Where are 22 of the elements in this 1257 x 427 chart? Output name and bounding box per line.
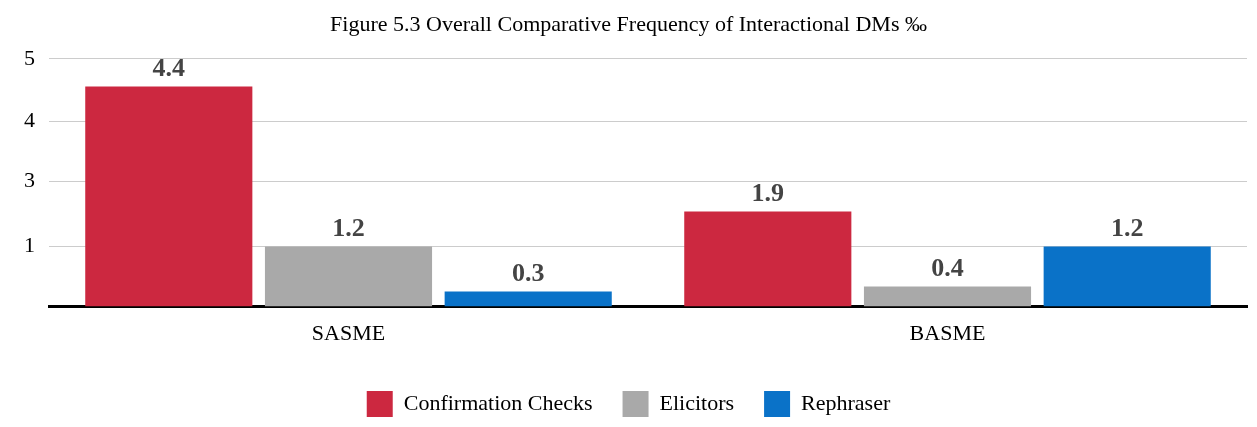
legend-label: Confirmation Checks bbox=[403, 389, 593, 415]
legend-label: Rephraser bbox=[801, 389, 891, 415]
data-label: 0.3 bbox=[511, 258, 545, 288]
bar bbox=[444, 291, 612, 307]
bar bbox=[85, 86, 253, 307]
data-label: 1.2 bbox=[1110, 213, 1144, 243]
x-tick-label: SASME bbox=[311, 319, 386, 345]
data-label: 1.9 bbox=[751, 178, 785, 208]
y-tick-label: 3 bbox=[24, 167, 35, 193]
y-tick-label: 4 bbox=[24, 107, 35, 133]
bar bbox=[684, 211, 852, 307]
legend-label: Elicitors bbox=[659, 389, 735, 415]
bar bbox=[1043, 246, 1211, 307]
data-label: 1.2 bbox=[332, 213, 365, 243]
data-label: 4.4 bbox=[152, 53, 186, 83]
x-tick-label: BASME bbox=[909, 319, 986, 345]
y-tick-label: 1 bbox=[24, 232, 35, 258]
data-label: 0.4 bbox=[931, 253, 964, 283]
y-tick-label: 5 bbox=[24, 44, 35, 70]
chart-title: Figure 5.3 Overall Comparative Frequency of Interactional DMs ‰ bbox=[330, 10, 927, 36]
bar bbox=[863, 286, 1032, 307]
bar bbox=[264, 246, 433, 307]
